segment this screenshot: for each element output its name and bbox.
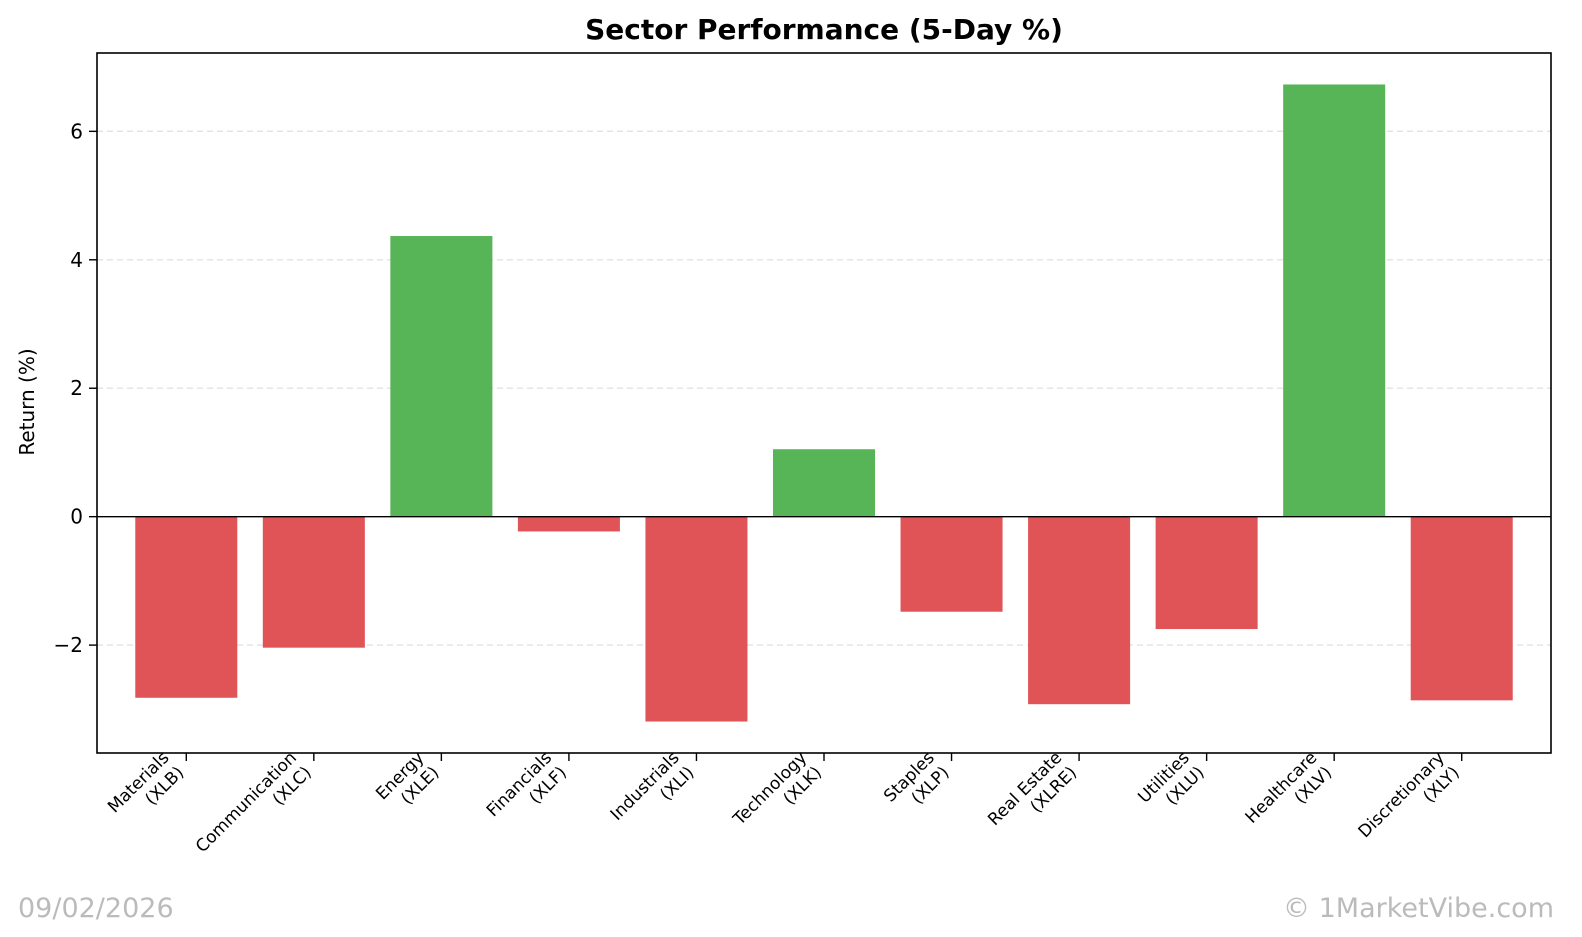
chart-title: Sector Performance (5-Day %) <box>585 13 1063 46</box>
y-tick-label: −2 <box>54 633 83 657</box>
x-tick-label: Energy(XLE) <box>372 748 443 819</box>
x-axis-ticks: Materials(XLB) Communication(XLC) Energy(X… <box>104 748 1464 872</box>
bar <box>262 516 365 648</box>
bar <box>900 516 1003 612</box>
x-tick-label: Real Estate(XLRE) <box>984 748 1081 845</box>
bar <box>772 449 876 517</box>
x-tick-label: Financials(XLF) <box>483 748 571 836</box>
x-tick-label: Communication(XLC) <box>192 748 316 872</box>
bar <box>390 236 493 517</box>
bar <box>1410 516 1513 701</box>
x-tick-label: Materials(XLB) <box>104 748 188 832</box>
y-tick-label: 6 <box>70 119 83 143</box>
bar <box>1028 516 1131 705</box>
y-tick-label: 2 <box>70 376 83 400</box>
y-tick-label: 0 <box>70 505 83 529</box>
bar <box>517 516 620 532</box>
x-tick-label: Discretionary(XLY) <box>1355 748 1464 857</box>
x-tick-label: Healthcare(XLV) <box>1242 748 1337 843</box>
y-axis-ticks: −2 0 2 4 6 <box>54 119 97 657</box>
bars <box>135 84 1513 722</box>
y-axis-label: Return (%) <box>15 348 39 455</box>
footer-copyright: © 1MarketVibe.com <box>1283 893 1554 924</box>
x-tick-label: Staples(XLP) <box>880 748 953 821</box>
y-tick-label: 4 <box>70 248 83 272</box>
x-tick-label: Technology(XLK) <box>729 748 826 845</box>
x-tick-label: Industrials(XLI) <box>607 748 699 840</box>
x-tick-label: Utilities(XLU) <box>1134 748 1208 822</box>
bar <box>1155 516 1258 630</box>
bar <box>645 516 748 722</box>
bar <box>135 516 238 698</box>
bar <box>1283 84 1386 517</box>
footer-date: 09/02/2026 <box>18 893 174 924</box>
